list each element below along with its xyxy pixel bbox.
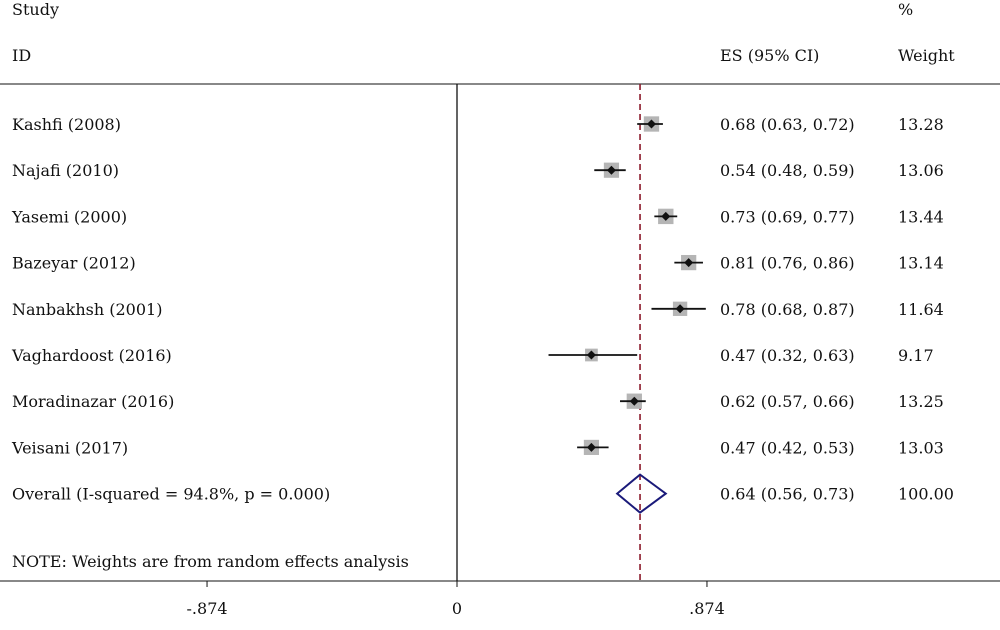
study-point-estimate [586,442,596,452]
study-es-text: 0.54 (0.48, 0.59) [720,161,855,180]
study-es-text: 0.73 (0.69, 0.77) [720,207,855,226]
study-point-estimate [661,211,671,221]
header-study: Study [12,0,59,19]
note-text: NOTE: Weights are from random effects an… [12,552,409,571]
study-label: Najafi (2010) [12,161,119,180]
plot-layer [456,84,641,581]
study-point-estimate [586,350,596,360]
study-es-text: 0.68 (0.63, 0.72) [720,115,855,134]
study-point-estimate [606,165,616,175]
overall-label: Overall (I-squared = 94.8%, p = 0.000) [12,485,330,504]
study-row: Bazeyar (2012) 0.81 (0.76, 0.86) 13.14 [12,254,944,273]
study-es-text: 0.78 (0.68, 0.87) [720,300,855,319]
study-weight-text: 13.25 [898,392,944,411]
study-point-estimate [684,258,694,268]
study-weight-text: 13.06 [898,161,944,180]
study-row: Yasemi (2000) 0.73 (0.69, 0.77) 13.44 [11,207,944,226]
study-label: Kashfi (2008) [12,115,121,134]
overall-es-text: 0.64 (0.56, 0.73) [720,485,855,504]
ticks-layer: -.874 0 .874 [187,581,725,618]
study-es-text: 0.47 (0.42, 0.53) [720,438,855,457]
study-weight-text: 13.14 [898,254,944,273]
study-label: Nanbakhsh (2001) [12,300,162,319]
study-row: Veisani (2017) 0.47 (0.42, 0.53) 13.03 [11,438,944,457]
study-point-estimate [629,396,639,406]
study-es-text: 0.62 (0.57, 0.66) [720,392,855,411]
study-label: Moradinazar (2016) [12,392,174,411]
header-es: ES (95% CI) [720,46,819,65]
x-tick-label: 0 [452,599,462,618]
study-weight-text: 13.28 [898,115,944,134]
study-label: Vaghardoost (2016) [11,346,172,365]
study-es-text: 0.47 (0.32, 0.63) [720,346,855,365]
x-tick-label: -.874 [187,599,228,618]
overall-row: Overall (I-squared = 94.8%, p = 0.000) 0.… [12,473,954,514]
study-row: Kashfi (2008) 0.68 (0.63, 0.72) 13.28 [12,115,944,134]
study-label: Veisani (2017) [11,438,128,457]
study-es-text: 0.81 (0.76, 0.86) [720,254,855,273]
study-weight-text: 11.64 [898,300,944,319]
study-row: Nanbakhsh (2001) 0.78 (0.68, 0.87) 11.64 [12,300,944,319]
overall-weight-text: 100.00 [898,485,954,504]
study-weight-text: 13.03 [898,438,944,457]
rows-layer: Kashfi (2008) 0.68 (0.63, 0.72) 13.28 Najaf… [11,115,954,514]
study-weight-text: 9.17 [898,346,934,365]
study-row: Vaghardoost (2016) 0.47 (0.32, 0.63) 9.17 [11,346,934,365]
header-id: ID [12,46,31,65]
study-weight-text: 13.44 [898,207,944,226]
study-label: Bazeyar (2012) [12,254,136,273]
study-label: Yasemi (2000) [11,207,127,226]
x-tick-label: .874 [689,599,725,618]
overall-diamond [615,473,668,514]
study-point-estimate [675,304,685,314]
study-point-estimate [646,119,656,129]
header-weight-percent: % [898,0,913,19]
study-row: Moradinazar (2016) 0.62 (0.57, 0.66) 13.25 [12,392,944,411]
header-weight: Weight [898,46,955,65]
study-row: Najafi (2010) 0.54 (0.48, 0.59) 13.06 [12,161,944,180]
